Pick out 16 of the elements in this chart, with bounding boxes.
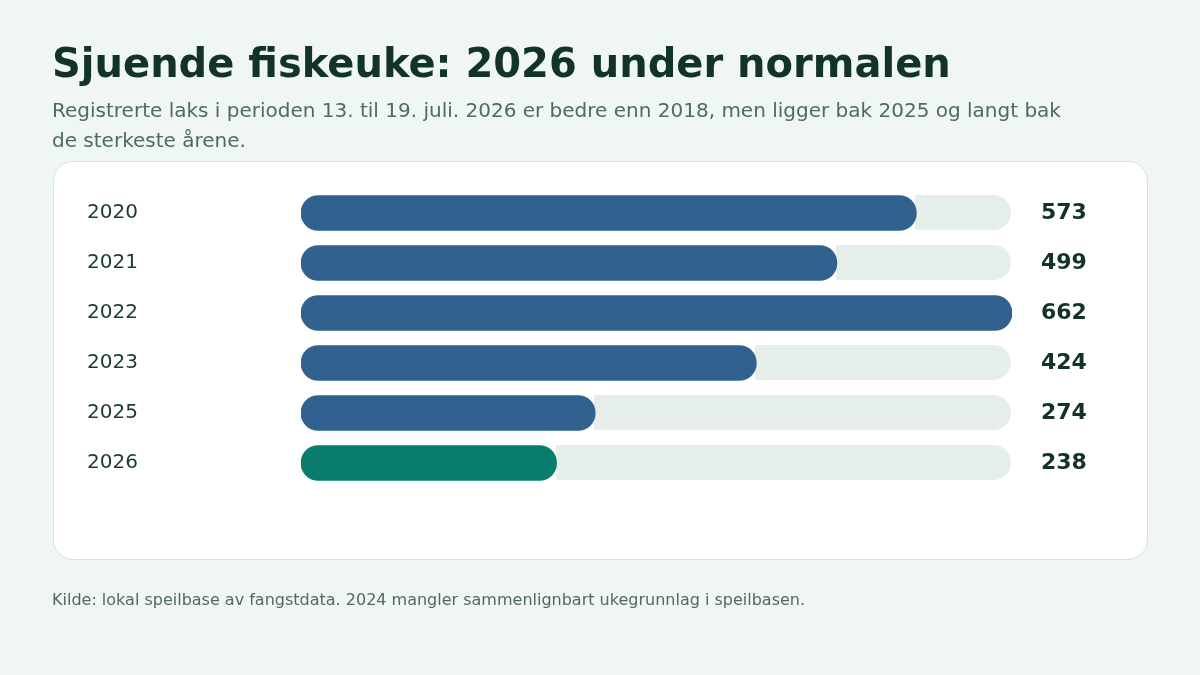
chart-subtitle: Registrerte laks i perioden 13. til 19. juli. 2026 er bedre enn 2018, men ligger bak 2025 og langt bak de sterkeste årene. [52,97,1062,154]
bar [301,295,1012,331]
data-label: 238 [1041,448,1087,474]
y-tick-label: 2021 [87,249,138,274]
y-tick-label: 2025 [87,399,138,424]
data-label: 573 [1041,198,1087,224]
y-tick-label: 2022 [87,299,138,324]
data-label: 274 [1041,398,1087,424]
data-label: 424 [1041,348,1087,374]
data-label: 499 [1041,248,1087,274]
y-tick-label: 2023 [87,349,138,374]
chart-title: Sjuende fiskeuke: 2026 under normalen [52,40,951,86]
y-tick-label: 2026 [87,449,138,474]
y-tick-label: 2020 [87,199,138,224]
data-label: 662 [1041,298,1087,324]
text: Kilde: lokal speilbase av fangstdata. 2024 mangler sammenlignbart ukegrunnlag i speilbasen. [52,590,806,609]
